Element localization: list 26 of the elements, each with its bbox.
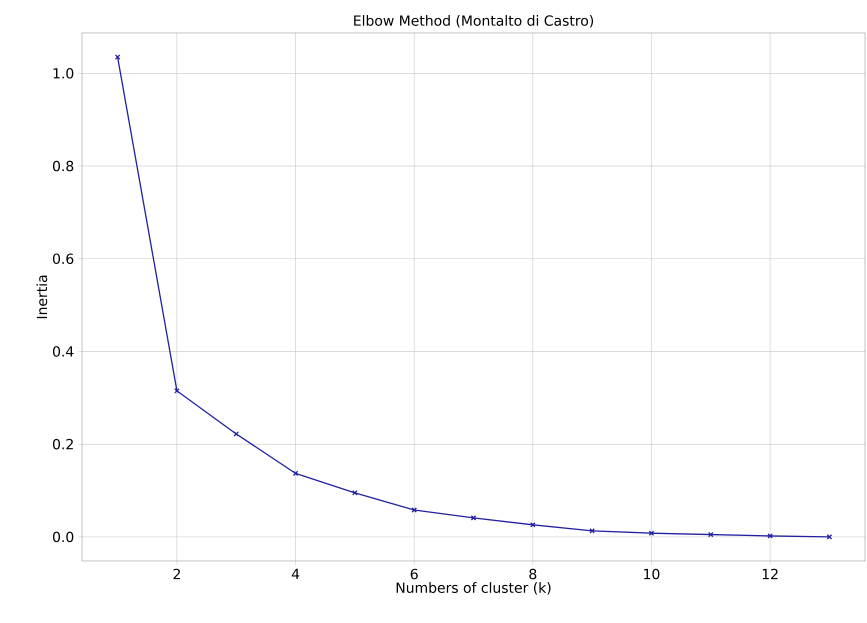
x-tick-label: 2 <box>173 568 180 580</box>
point <box>411 507 417 513</box>
y-tick-label: 0.2 <box>52 438 73 450</box>
point <box>767 533 773 539</box>
point <box>470 515 476 521</box>
point <box>530 522 536 528</box>
x-tick-label: 6 <box>410 568 418 580</box>
point <box>233 431 240 437</box>
y-tick-label: 1.0 <box>54 68 74 79</box>
point <box>352 490 358 496</box>
y-tick-label: 0.0 <box>52 532 74 542</box>
point <box>708 532 714 538</box>
y-tick-label: 0.8 <box>52 160 74 172</box>
x-tick-label: 10 <box>644 568 660 580</box>
x-axis-title: Numbers of cluster (k) <box>396 582 551 595</box>
point <box>174 388 180 394</box>
point <box>648 530 654 536</box>
x-tick-label: 8 <box>529 568 536 580</box>
y-tick-label: 0.6 <box>52 253 74 264</box>
y-tick-label: 0.4 <box>52 346 74 357</box>
point <box>292 470 298 476</box>
chart-title: Elbow Method (Montalto di Castro) <box>354 15 594 28</box>
point <box>589 528 595 534</box>
x-tick-label: 12 <box>762 568 778 580</box>
x-tick-label: 4 <box>292 568 300 579</box>
y-axis-title: Inertia <box>36 276 48 318</box>
